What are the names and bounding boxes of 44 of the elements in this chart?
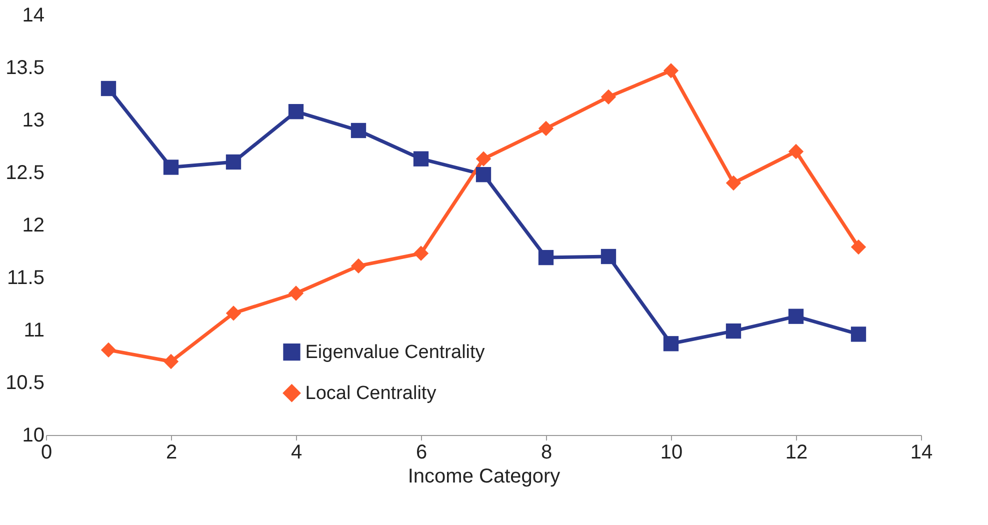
point [413, 246, 429, 261]
point [788, 308, 804, 324]
y-tick-label: 11.5 [7, 267, 44, 289]
point [788, 144, 804, 160]
point [600, 248, 616, 264]
y-tick-label: 10.5 [6, 372, 44, 394]
point [726, 175, 742, 191]
point [476, 167, 492, 182]
x-tick-label: 6 [416, 442, 428, 464]
y-tick-label: 13 [22, 110, 44, 132]
x-axis-title: Income Category [408, 466, 560, 488]
point [538, 250, 554, 266]
y-tick-label: 12.5 [6, 162, 44, 184]
y-tick-label: 11 [24, 320, 44, 342]
point [226, 306, 242, 321]
x-tick-label: 4 [290, 442, 302, 464]
x-tick-label: 2 [166, 442, 178, 464]
point [413, 151, 429, 166]
legend-label: Local Centrality [305, 383, 437, 404]
legend-label: Eigenvalue Centrality [305, 342, 486, 364]
point [726, 323, 742, 339]
x-tick-label: 8 [540, 442, 552, 464]
point [350, 122, 366, 138]
point [288, 104, 304, 120]
x-tick-label: 10 [660, 442, 683, 464]
point [226, 154, 242, 170]
point [850, 239, 866, 255]
point [663, 336, 679, 352]
point [163, 354, 179, 370]
point [538, 120, 554, 136]
x-tick-label: 12 [785, 442, 808, 464]
point [350, 258, 366, 274]
point [663, 63, 679, 78]
y-tick-label: 12 [22, 214, 44, 236]
point [476, 151, 492, 166]
point [288, 286, 304, 301]
y-tick-label: 14 [22, 4, 44, 26]
point [100, 80, 116, 96]
x-tick-label: 14 [910, 442, 933, 464]
point [850, 326, 866, 342]
y-tick-label: 13.5 [6, 57, 44, 79]
point [163, 160, 179, 175]
point [600, 89, 616, 104]
point [100, 342, 116, 358]
